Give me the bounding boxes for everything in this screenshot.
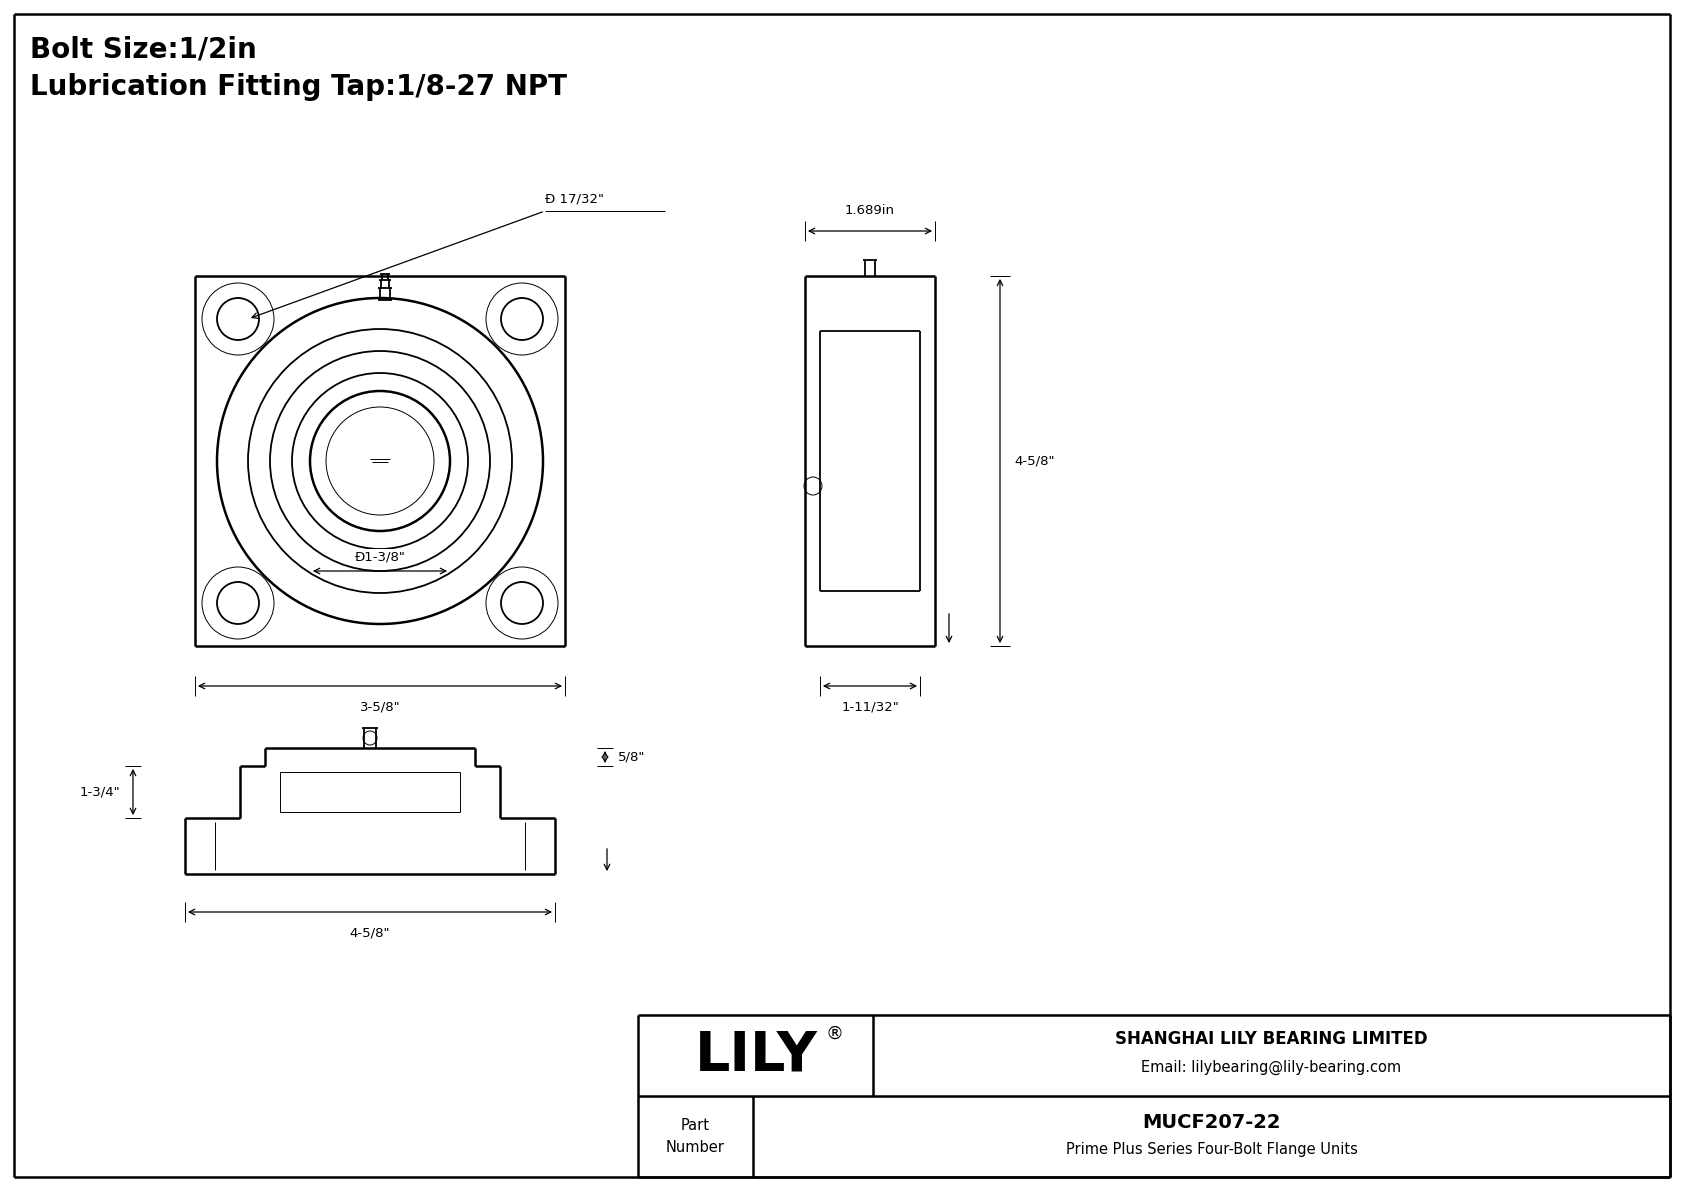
Text: Email: lilybearing@lily-bearing.com: Email: lilybearing@lily-bearing.com [1142,1060,1401,1075]
Text: Bolt Size:1/2in: Bolt Size:1/2in [30,36,256,64]
Text: LILY: LILY [694,1029,817,1083]
Text: SHANGHAI LILY BEARING LIMITED: SHANGHAI LILY BEARING LIMITED [1115,1030,1428,1048]
Text: MUCF207-22: MUCF207-22 [1142,1114,1282,1131]
Text: 3-5/8": 3-5/8" [360,700,401,713]
Text: 4-5/8": 4-5/8" [1014,455,1054,468]
Text: Ð1-3/8": Ð1-3/8" [355,550,406,563]
Text: Part
Number: Part Number [667,1118,724,1154]
Text: ®: ® [825,1024,844,1042]
Text: 5/8": 5/8" [618,750,645,763]
Text: 4-5/8": 4-5/8" [350,925,391,939]
Text: Prime Plus Series Four-Bolt Flange Units: Prime Plus Series Four-Bolt Flange Units [1066,1142,1357,1156]
Text: 1-11/32": 1-11/32" [840,700,899,713]
Text: 1.689in: 1.689in [845,204,894,217]
Text: Ð 17/32": Ð 17/32" [546,192,605,205]
Text: Lubrication Fitting Tap:1/8-27 NPT: Lubrication Fitting Tap:1/8-27 NPT [30,73,568,101]
Text: 1-3/4": 1-3/4" [79,786,120,798]
